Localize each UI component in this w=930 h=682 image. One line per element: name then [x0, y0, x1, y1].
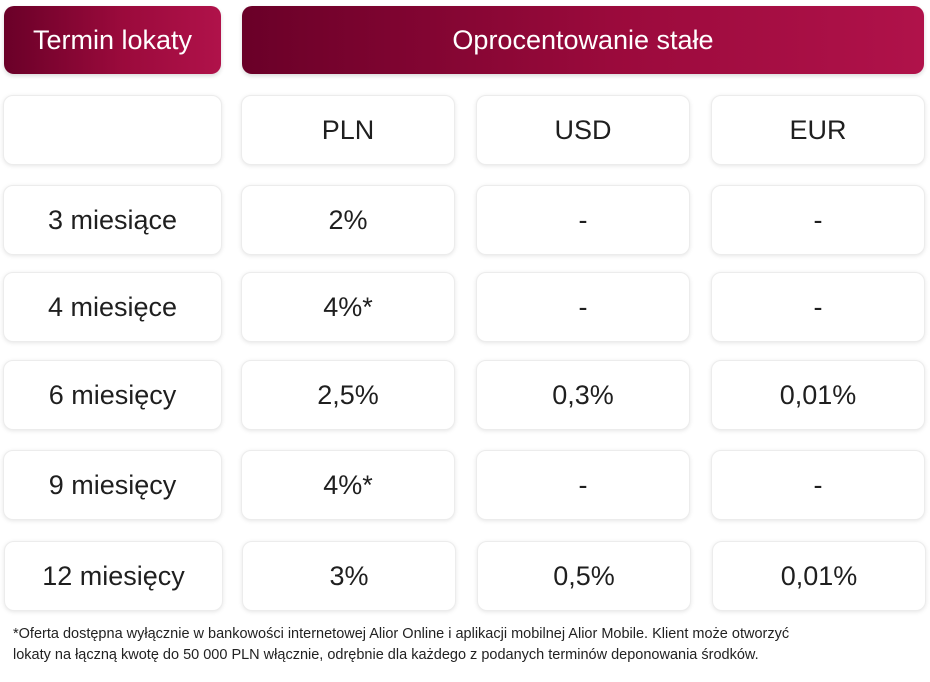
row-pln-value: 3%	[242, 541, 456, 611]
corner-cell	[3, 95, 222, 165]
row-eur-value: 0,01%	[712, 541, 926, 611]
footnote: *Oferta dostępna wyłącznie w bankowości …	[13, 624, 918, 666]
row-pln-value: 4%*	[241, 272, 455, 342]
row-eur-value: -	[711, 450, 925, 520]
row-term: 6 miesięcy	[3, 360, 222, 430]
row-eur-value: -	[711, 185, 925, 255]
row-term: 12 miesięcy	[4, 541, 223, 611]
column-header-eur: EUR	[711, 95, 925, 165]
header-term: Termin lokaty	[4, 6, 221, 74]
row-usd-value: 0,3%	[476, 360, 690, 430]
header-rate: Oprocentowanie stałe	[242, 6, 924, 74]
row-pln-value: 4%*	[241, 450, 455, 520]
header-rate-label: Oprocentowanie stałe	[452, 24, 714, 55]
header-term-label: Termin lokaty	[32, 24, 193, 55]
row-usd-value: -	[476, 185, 690, 255]
footnote-line-2: lokaty na łączną kwotę do 50 000 PLN włą…	[13, 647, 759, 663]
row-pln-value: 2%	[241, 185, 455, 255]
row-usd-value: 0,5%	[477, 541, 691, 611]
row-term: 4 miesięce	[3, 272, 222, 342]
column-header-pln: PLN	[241, 95, 455, 165]
footnote-line-1: *Oferta dostępna wyłącznie w bankowości …	[13, 626, 790, 642]
row-usd-value: -	[476, 272, 690, 342]
row-term: 9 miesięcy	[3, 450, 222, 520]
row-usd-value: -	[476, 450, 690, 520]
row-eur-value: -	[711, 272, 925, 342]
column-header-usd: USD	[476, 95, 690, 165]
row-eur-value: 0,01%	[711, 360, 925, 430]
row-term: 3 miesiące	[3, 185, 222, 255]
row-pln-value: 2,5%	[241, 360, 455, 430]
